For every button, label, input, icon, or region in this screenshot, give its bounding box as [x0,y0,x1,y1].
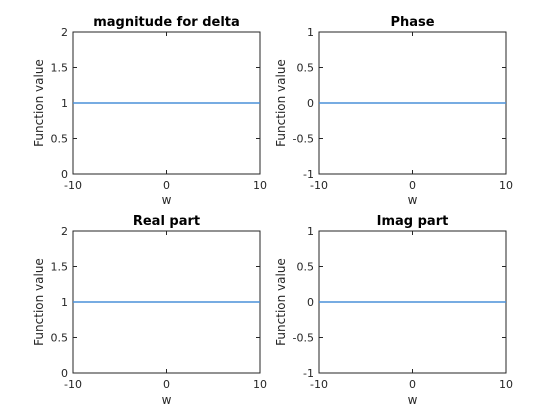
y-axis-label: Function value [32,258,46,346]
subplot-phase: Phase w Function value -10 0 10 -1 -0.5 0 0.5 1 [274,15,513,207]
x-tick-label: -10 [64,179,82,192]
x-axis-label: w [162,193,172,207]
y-tick-label: -0.5 [293,133,314,146]
x-tick-label: 0 [409,378,416,391]
y-tick-label: -1 [303,168,314,181]
y-axis-label: Function value [32,59,46,147]
ticks: -10 0 10 -1 -0.5 0 0.5 1 [293,26,513,192]
chart-title: Phase [390,15,434,30]
y-axis-label: Function value [274,59,288,147]
y-tick-label: 0.5 [297,261,315,274]
y-tick-label: 0.5 [51,133,69,146]
x-tick-label: 10 [253,179,267,192]
ticks: -10 0 10 -1 -0.5 0 0.5 1 [293,225,513,391]
y-tick-label: 0 [307,296,314,309]
subplot-imag-part: Imag part w Function value -10 0 10-1-0.50… [274,214,513,407]
x-axis-label: w [408,393,418,407]
y-axis-label: Function value [274,258,288,346]
x-tick-label: 0 [163,179,170,192]
y-tick-label: 0 [307,97,314,110]
x-tick-label: -10 [64,378,82,391]
y-tick-label: 0.5 [51,332,69,345]
x-tick-label: -10 [310,378,328,391]
x-tick-label: 0 [409,179,416,192]
x-tick-label: -10 [310,179,328,192]
x-tick-label: 10 [253,378,267,391]
chart-title: Real part [133,214,200,229]
y-tick-label: 2 [61,225,68,238]
chart-title: Imag part [377,214,449,229]
x-tick-label: 0 [163,378,170,391]
y-tick-label: 0 [61,367,68,380]
y-tick-label: 0.5 [297,62,315,75]
y-tick-label: 1 [307,26,314,39]
y-tick-label: -0.5 [293,332,314,345]
y-tick-label: 2 [61,26,68,39]
subplot-magnitude: magnitude for delta w Function value -10… [32,15,267,207]
y-tick-label: -1 [303,367,314,380]
x-axis-label: w [408,193,418,207]
y-tick-label: 1.5 [51,261,69,274]
y-tick-label: 1 [61,97,68,110]
x-tick-label: 10 [499,378,513,391]
subplot-real-part: Real part w Function value -10 0 1000.511.… [32,214,267,407]
x-axis-label: w [162,393,172,407]
x-tick-label: 10 [499,179,513,192]
chart-title: magnitude for delta [93,15,240,30]
y-tick-label: 0 [61,168,68,181]
y-tick-label: 1 [61,296,68,309]
y-tick-label: 1.5 [51,62,69,75]
y-tick-label: 1 [307,225,314,238]
